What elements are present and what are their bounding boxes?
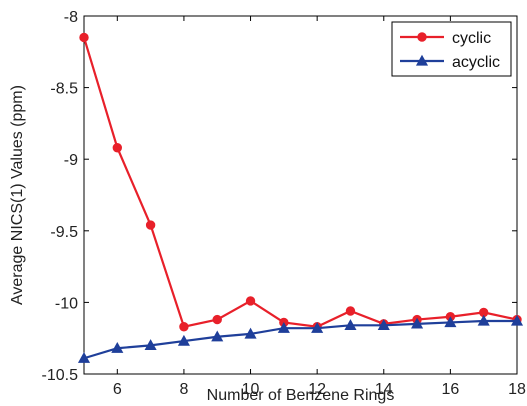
data-point-circle xyxy=(417,32,427,42)
legend-label: cyclic xyxy=(452,30,491,47)
legend: cyclic acyclic xyxy=(391,21,512,77)
data-point-triangle xyxy=(510,314,524,326)
data-point-triangle xyxy=(477,314,490,326)
data-point-triangle xyxy=(415,54,429,66)
data-point-circle xyxy=(145,220,156,230)
data-point-triangle xyxy=(177,334,190,346)
legend-label: acyclic xyxy=(452,54,500,71)
data-point-circle xyxy=(345,306,356,316)
legend-entry-acyclic: acyclic xyxy=(400,54,500,71)
series-line-acyclic xyxy=(83,319,517,360)
data-point-triangle xyxy=(211,330,224,342)
y-tick-label: -10 xyxy=(55,295,78,312)
data-point-triangle xyxy=(444,316,457,328)
y-tick-label: -9 xyxy=(64,152,78,169)
x-tick-label: 12 xyxy=(308,381,326,398)
data-point-triangle xyxy=(277,321,290,333)
data-point-triangle xyxy=(77,352,91,363)
y-tick-label: -10.5 xyxy=(42,367,79,384)
series-line-cyclic xyxy=(82,37,518,329)
data-point-circle xyxy=(179,322,189,332)
series-cyclic xyxy=(79,32,522,332)
x-tick-label: 16 xyxy=(441,381,459,398)
y-tick-label: -8.5 xyxy=(50,81,78,98)
x-tick-label: 6 xyxy=(113,381,122,398)
data-point-triangle xyxy=(377,319,390,330)
data-point-triangle xyxy=(244,327,257,339)
y-axis-title: Average NICS(1) Values (ppm) xyxy=(9,85,26,305)
axes-layer: 6 8 10 12 14 16 18 -8 -8.5 -9 -9.5 -10 -10.5 xyxy=(42,9,526,398)
y-tick-label: -9.5 xyxy=(50,224,78,241)
x-tick-label: 14 xyxy=(375,381,393,398)
x-tick-label: 8 xyxy=(179,381,188,398)
x-tick-label: 18 xyxy=(508,381,526,398)
data-point-triangle xyxy=(411,317,424,329)
data-point-triangle xyxy=(144,339,157,351)
data-point-triangle xyxy=(344,319,357,330)
data-point-circle xyxy=(79,32,89,43)
y-tick-label: -8 xyxy=(64,9,78,26)
legend-box xyxy=(391,21,512,77)
x-axis-title: Number of Benzene Rings xyxy=(207,387,395,404)
data-point-triangle xyxy=(111,341,124,353)
series-acyclic xyxy=(77,314,524,363)
series-layer xyxy=(77,32,524,363)
x-tick-label: 10 xyxy=(242,381,260,398)
legend-entry-cyclic: cyclic xyxy=(400,30,491,47)
data-point-circle xyxy=(212,314,222,325)
data-point-triangle xyxy=(311,321,324,333)
data-point-circle xyxy=(112,143,123,153)
data-point-circle xyxy=(245,296,256,306)
